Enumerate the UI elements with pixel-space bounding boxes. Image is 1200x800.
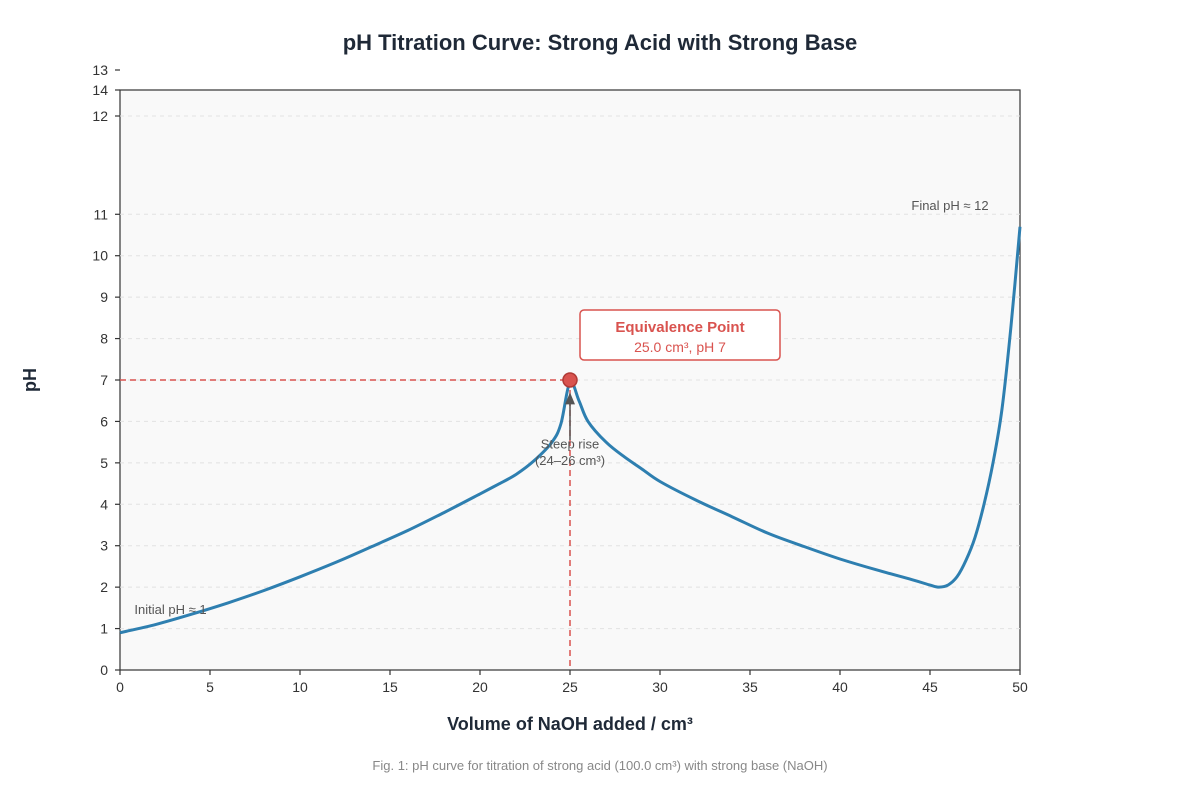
y-tick-label: 7	[100, 372, 108, 388]
y-axis-title: pH	[20, 368, 40, 392]
x-tick-label: 15	[382, 679, 398, 695]
y-tick-label: 13	[92, 62, 108, 78]
x-tick-label: 0	[116, 679, 124, 695]
equivalence-label: Equivalence Point	[615, 319, 744, 336]
x-tick-label: 45	[922, 679, 938, 695]
x-tick-label: 50	[1012, 679, 1028, 695]
annotation-text: (24–26 cm³)	[535, 453, 605, 468]
equivalence-point-dot	[562, 372, 578, 388]
y-tick-label: 3	[100, 538, 108, 554]
y-tick-label: 6	[100, 413, 108, 429]
x-tick-label: 35	[742, 679, 758, 695]
y-tick-label: 12	[92, 108, 108, 124]
equivalence-point-marker: Equivalence Point 25.0 cm³, pH 7	[562, 309, 781, 388]
y-tick-label: 2	[100, 579, 108, 595]
x-tick-label: 20	[472, 679, 488, 695]
figure-caption: Fig. 1: pH curve for titration of strong…	[372, 758, 827, 773]
y-tick-label: 0	[100, 662, 108, 678]
y-tick-label: 1	[100, 621, 108, 637]
y-tick-label: 14	[92, 82, 108, 98]
equivalence-guides	[120, 379, 571, 670]
arrow-head	[565, 392, 575, 405]
y-tick-label: 9	[100, 289, 108, 305]
equivalence-detail: 25.0 cm³, pH 7	[634, 339, 726, 355]
annotations: Initial pH ≈ 1 Steep rise (24–26 cm³) Final…	[134, 198, 988, 617]
x-axis-ticks: 0 5 10 15 20 25 30 35 40 45 50	[116, 670, 1028, 695]
x-axis-title: Volume of NaOH added / cm³	[447, 714, 693, 734]
steep-rise-arrow	[565, 392, 575, 441]
y-tick-label: 8	[100, 331, 108, 347]
x-tick-label: 5	[206, 679, 214, 695]
annotation-text: Steep rise	[541, 436, 600, 451]
x-tick-label: 40	[832, 679, 848, 695]
x-tick-label: 25	[562, 679, 578, 695]
y-tick-label: 11	[93, 206, 108, 222]
y-tick-label: 4	[100, 496, 108, 512]
x-tick-label: 10	[292, 679, 308, 695]
chart-title: pH Titration Curve: Strong Acid with Str…	[343, 30, 858, 55]
y-tick-label: 10	[92, 248, 108, 264]
titration-curve-line	[119, 226, 1022, 635]
annotation-text: Final pH ≈ 12	[911, 198, 988, 213]
x-tick-label: 30	[652, 679, 668, 695]
y-tick-label: 5	[100, 455, 108, 471]
equivalence-label-box	[579, 309, 781, 361]
annotation-text: Initial pH ≈ 1	[134, 602, 206, 617]
